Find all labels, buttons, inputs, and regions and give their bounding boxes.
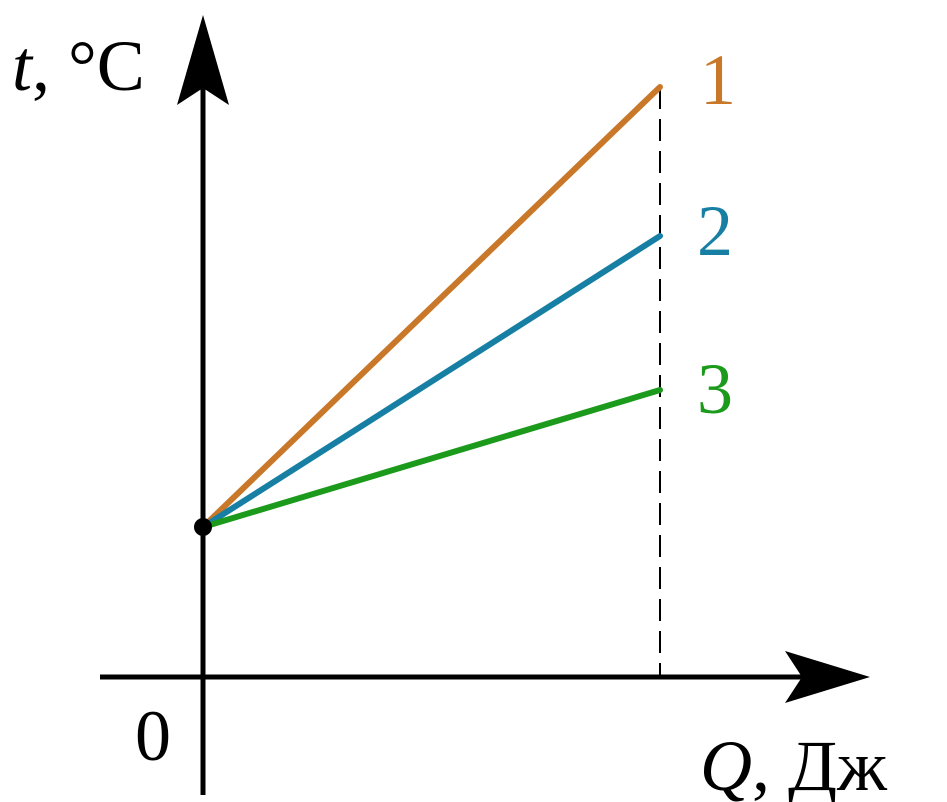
origin-label: 0 <box>135 696 171 776</box>
y-axis-label: t, °C <box>12 26 145 106</box>
start-point <box>194 518 212 536</box>
x-variable: Q <box>700 726 752 802</box>
line-1 <box>200 84 663 530</box>
y-unit: , °C <box>32 26 145 106</box>
line-label: 3 <box>697 349 733 429</box>
line-label: 2 <box>697 191 733 271</box>
y-variable: t <box>12 26 34 106</box>
line-3 <box>200 387 663 530</box>
line-label: 1 <box>700 40 736 120</box>
x-axis-label: Q, Дж <box>700 726 888 802</box>
y-arrow <box>177 15 229 105</box>
line-2 <box>200 233 663 530</box>
x-arrow <box>785 651 870 703</box>
x-unit: , Дж <box>752 726 888 802</box>
